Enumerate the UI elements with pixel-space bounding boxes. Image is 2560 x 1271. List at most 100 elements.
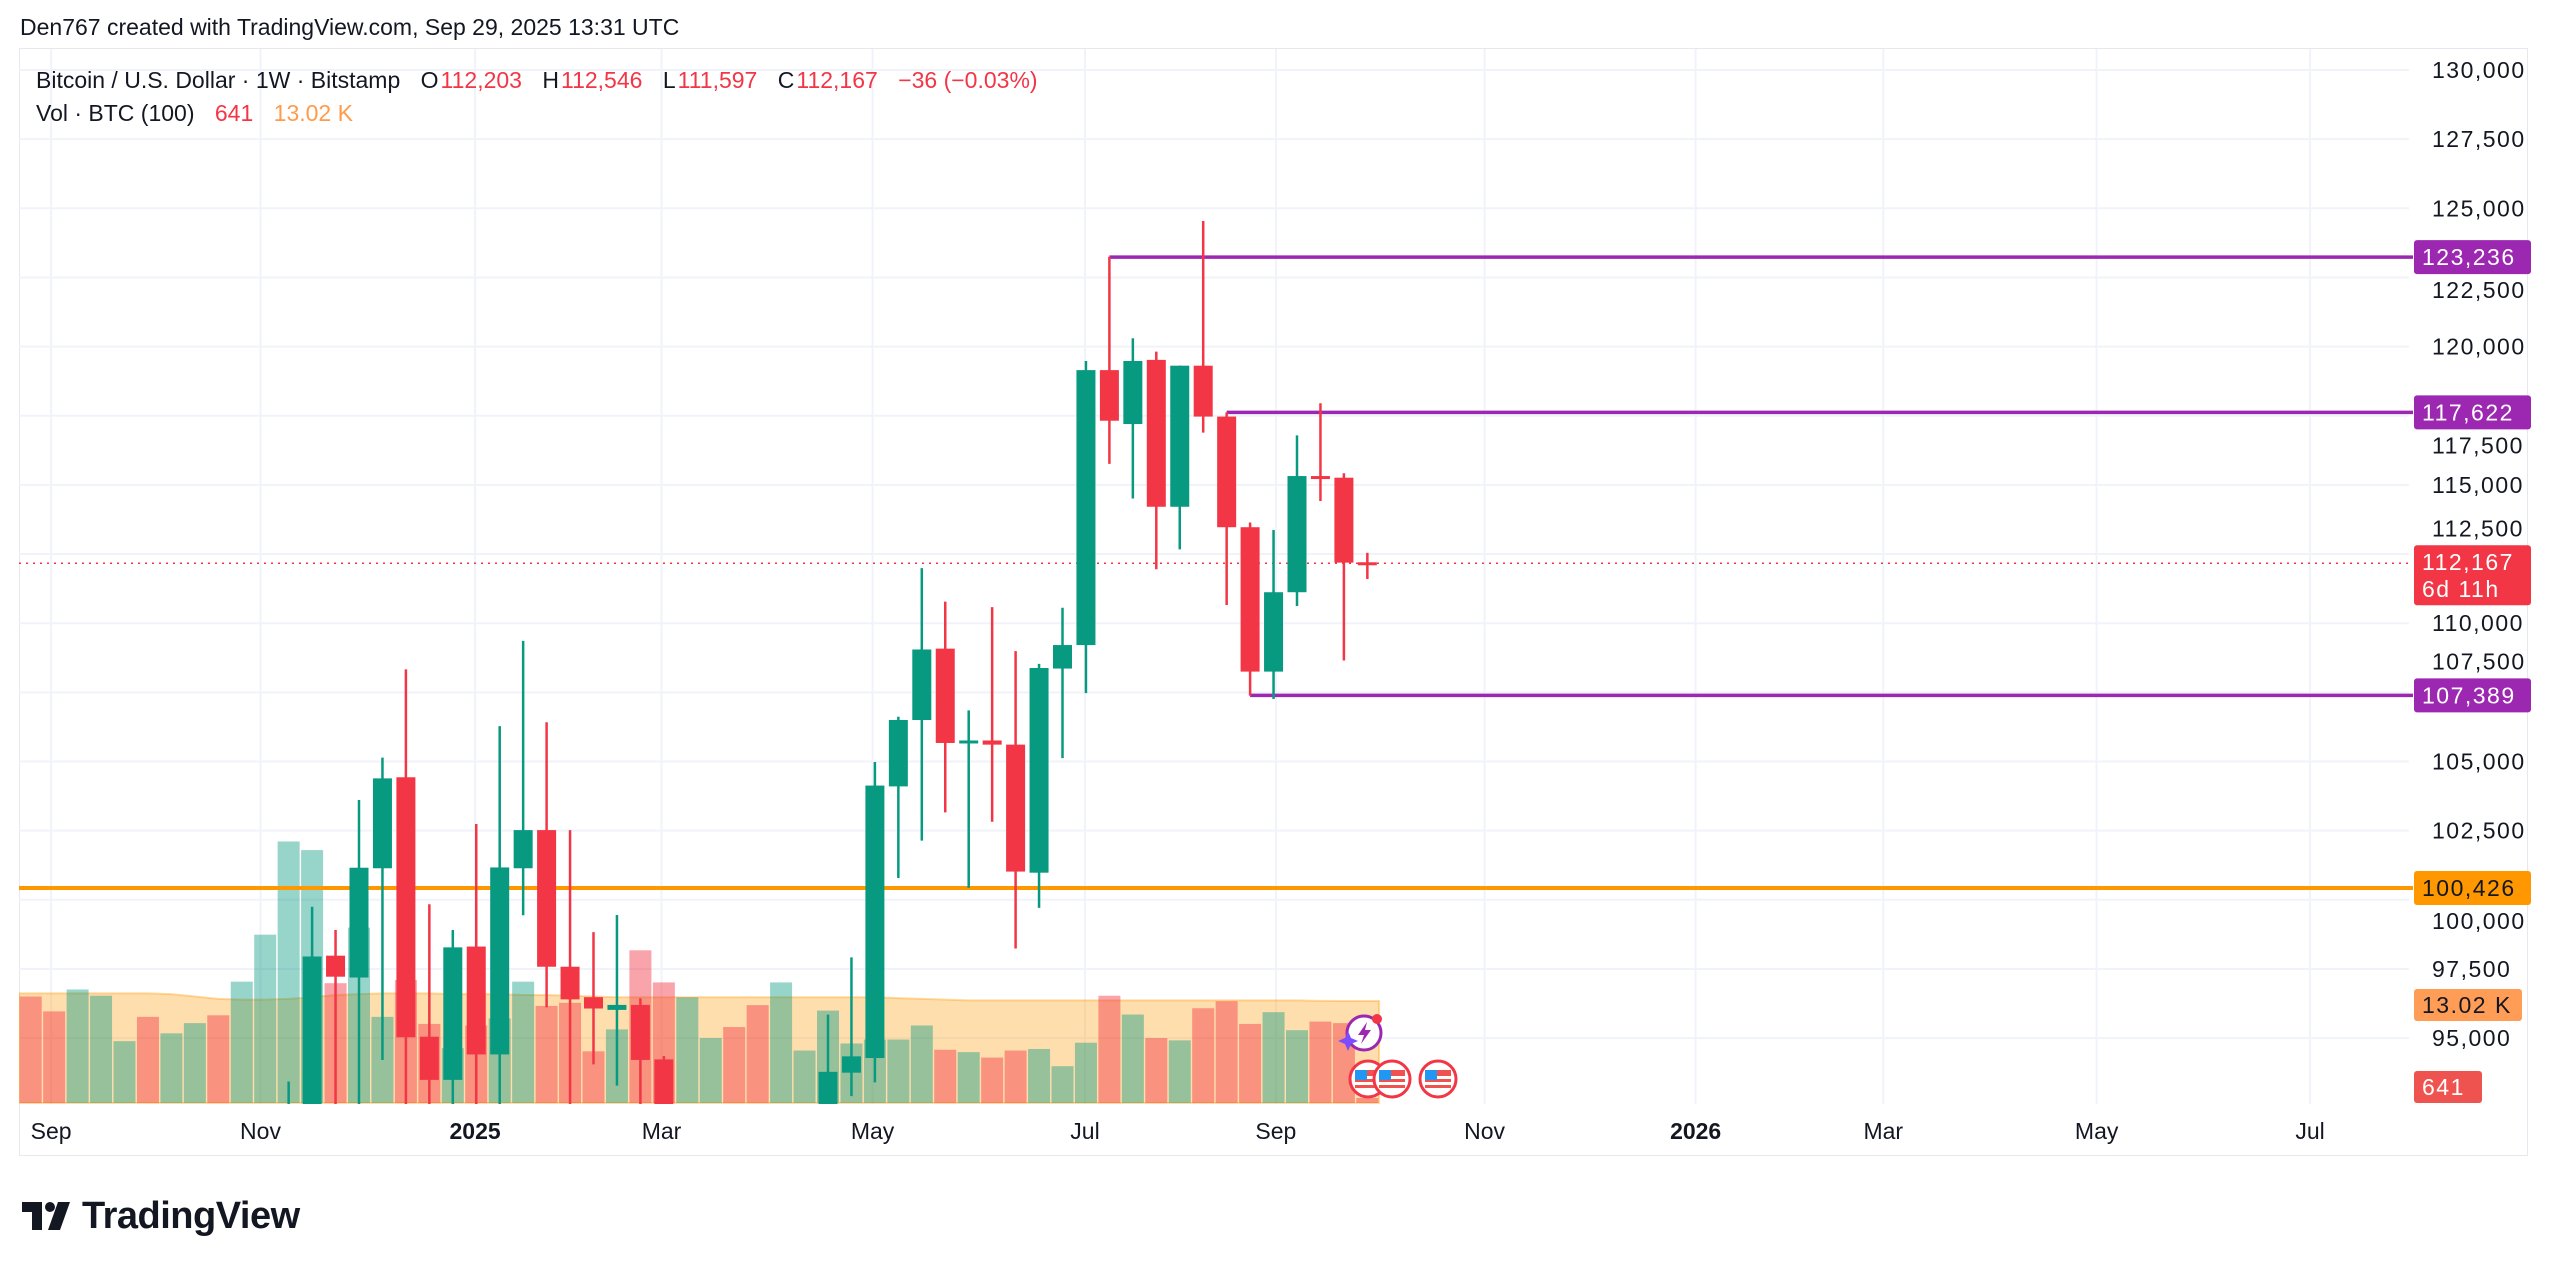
- candle-body: [912, 649, 932, 721]
- volume-bar: [793, 1050, 816, 1103]
- legend-price-row: Bitcoin / U.S. Dollar · 1W · Bitstamp O1…: [36, 64, 1040, 97]
- time-axis-label: Sep: [1255, 1118, 1296, 1144]
- candle-body: [630, 1004, 650, 1060]
- chart-credit: Den767 created with TradingView.com, Sep…: [20, 14, 680, 40]
- legend-high-label: H: [542, 67, 559, 93]
- volume-bar: [699, 1038, 722, 1103]
- candle-body: [302, 956, 322, 1104]
- volume-bar: [277, 841, 300, 1103]
- volume-bar: [1028, 1048, 1051, 1103]
- price-axis-label: 95,000: [2432, 1025, 2511, 1051]
- candle-body: [959, 740, 979, 744]
- volume-bar: [66, 989, 89, 1103]
- legend-volume-label[interactable]: Vol · BTC (100): [36, 100, 195, 126]
- last-price-tag-text: 112,167: [2422, 549, 2514, 575]
- candle-body: [1029, 668, 1049, 873]
- volume-ma-tag-box: [2414, 989, 2522, 1021]
- volume-bar: [676, 997, 699, 1103]
- legend-open: 112,203: [440, 67, 522, 93]
- tradingview-logo-text: TradingView: [82, 1195, 300, 1237]
- candle-body: [1240, 527, 1260, 672]
- candle-body: [1217, 416, 1237, 528]
- candle-body: [888, 720, 908, 787]
- price-axis-label: 105,000: [2432, 749, 2526, 775]
- legend-volume: 641: [214, 100, 254, 126]
- chart-legend: Bitcoin / U.S. Dollar · 1W · Bitstamp O1…: [36, 64, 1040, 130]
- volume-bar: [43, 1011, 66, 1103]
- volume-pane: [19, 841, 1381, 1104]
- time-axis-label: Nov: [240, 1118, 281, 1144]
- candle-body: [1146, 359, 1166, 507]
- legend-low-label: L: [662, 67, 676, 93]
- time-axis-label: 2025: [449, 1118, 500, 1144]
- volume-bar: [19, 996, 42, 1103]
- legend-symbol[interactable]: Bitcoin / U.S. Dollar · 1W · Bitstamp: [36, 67, 401, 93]
- price-axis[interactable]: 130,000 127,500 125,000 122,500 120,000 117,5…: [2432, 57, 2526, 1051]
- candle-body: [1287, 476, 1307, 593]
- volume-bar: [113, 1041, 136, 1103]
- candle-body: [1006, 744, 1026, 872]
- candle-body: [560, 966, 580, 1000]
- candle-body: [1053, 645, 1072, 669]
- volume-bar: [1098, 995, 1121, 1103]
- candle-body: [584, 997, 603, 1009]
- candle-body: [654, 1059, 674, 1104]
- event-markers[interactable]: [1338, 1014, 1458, 1099]
- candle-body: [1310, 476, 1330, 480]
- volume-bar: [957, 1052, 980, 1103]
- legend-close-label: C: [777, 67, 795, 93]
- legend-volume-row: Vol · BTC (100) 641 13.02 K: [36, 97, 1040, 130]
- tradingview-logo-icon: [22, 1202, 70, 1230]
- candle-body: [818, 1071, 838, 1104]
- level-price-tag-text: 100,426: [2422, 875, 2516, 901]
- candle-body: [1170, 365, 1190, 507]
- ai-lightning-icon[interactable]: [1338, 1014, 1383, 1052]
- price-axis-label: 130,000: [2432, 57, 2526, 83]
- candle-body: [396, 777, 416, 1038]
- time-axis[interactable]: Sep Nov 2025 Mar May Jul Sep Nov 2026 Mar May Jul: [31, 1118, 2325, 1144]
- volume-bar: [1192, 1008, 1215, 1103]
- volume-bar: [254, 934, 277, 1103]
- volume-tag-box: [2414, 1071, 2482, 1103]
- price-axis-label: 122,500: [2432, 277, 2526, 303]
- candles: [287, 221, 1377, 1104]
- us-flag-event-icon[interactable]: [1372, 1059, 1412, 1099]
- volume-bar: [207, 1015, 230, 1103]
- last-price-tag-text: 6d 11h: [2422, 576, 2500, 602]
- tradingview-logo[interactable]: TradingView: [22, 1194, 300, 1238]
- candle-body: [419, 1036, 439, 1080]
- volume-bar: [1145, 1038, 1168, 1103]
- price-axis-label: 102,500: [2432, 818, 2526, 844]
- volume-bar: [183, 1023, 206, 1103]
- horizontal-levels[interactable]: [19, 255, 2413, 891]
- time-axis-label: Jul: [2295, 1118, 2324, 1144]
- candle-body: [490, 867, 510, 1055]
- time-axis-label: Nov: [1464, 1118, 1505, 1144]
- time-axis-label: Mar: [642, 1118, 682, 1144]
- volume-tag-text: 641: [2422, 1074, 2465, 1100]
- volume-bar: [1121, 1014, 1144, 1103]
- us-flag-event-icon[interactable]: [1418, 1059, 1458, 1099]
- volume-bar: [136, 1016, 159, 1103]
- candle-body: [1334, 477, 1354, 563]
- level-price-tag-text: 107,389: [2422, 682, 2516, 708]
- price-axis-label: 117,500: [2432, 432, 2524, 458]
- grid-lines: [19, 49, 2409, 1104]
- candle-body: [513, 830, 533, 869]
- volume-bar: [1239, 1023, 1262, 1103]
- candle-body: [865, 785, 885, 1059]
- volume-bar: [1356, 1097, 1379, 1103]
- volume-bar: [1051, 1066, 1074, 1103]
- time-axis-label: 2026: [1670, 1118, 1721, 1144]
- volume-bar: [1262, 1012, 1285, 1103]
- legend-volume-ma: 13.02 K: [273, 100, 353, 126]
- legend-change: −36 (−0.03%): [898, 67, 1038, 93]
- time-axis-label: May: [2075, 1118, 2119, 1144]
- volume-bar: [1168, 1040, 1191, 1103]
- candle-body: [841, 1056, 861, 1073]
- level-price-tag-box: [2414, 871, 2531, 906]
- time-axis-label: Sep: [31, 1118, 72, 1144]
- level-price-tag-box: [2414, 395, 2531, 430]
- candle-body: [1123, 360, 1143, 425]
